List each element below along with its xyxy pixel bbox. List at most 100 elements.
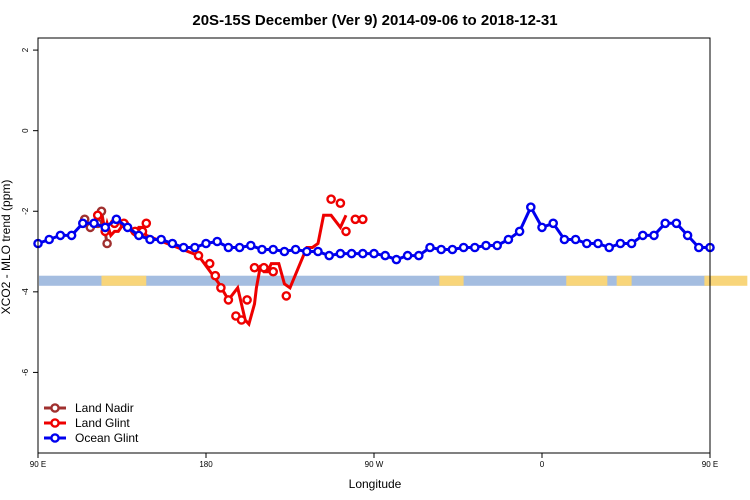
data-point-ocean-glint <box>671 218 682 229</box>
data-point-ocean-glint <box>503 234 514 245</box>
data-point-ocean-glint <box>324 250 335 261</box>
data-point-ocean-glint <box>66 230 77 241</box>
data-point-ocean-glint <box>481 240 491 251</box>
data-point-land-glint <box>268 266 279 277</box>
data-point-land-glint <box>204 258 215 269</box>
data-point-ocean-glint <box>682 230 693 241</box>
data-point-ocean-glint <box>492 240 503 251</box>
data-point-ocean-glint <box>436 244 447 255</box>
data-point-ocean-glint <box>133 230 144 241</box>
data-point-ocean-glint <box>559 234 570 245</box>
data-point-land-glint <box>326 194 336 204</box>
data-point-ocean-glint <box>425 242 435 253</box>
axes: 90 E 180 90 W 0 90 E 2 0 -2 -4 -6 <box>21 47 718 469</box>
data-point-land-glint <box>249 262 260 273</box>
data-point-ocean-glint <box>548 218 559 229</box>
legend-item-land-glint: Land Glint <box>44 416 130 430</box>
data-point-land-glint <box>210 270 221 281</box>
data-point-ocean-glint <box>660 218 671 229</box>
land-strip-segment <box>704 275 748 286</box>
y-tick-label: 0 <box>21 128 30 133</box>
data-point-land-glint <box>259 262 269 273</box>
y-tick-label: -4 <box>21 288 30 296</box>
y-tick-label: -6 <box>21 368 30 376</box>
data-point-ocean-glint <box>279 246 290 257</box>
legend-item-ocean-glint: Ocean Glint <box>44 431 139 445</box>
data-point-ocean-glint <box>447 244 458 255</box>
data-point-ocean-glint <box>537 222 547 233</box>
series-land-glint <box>92 194 368 328</box>
data-point-land-glint <box>341 226 351 237</box>
data-point-ocean-glint <box>55 230 66 241</box>
data-point-land-glint <box>92 210 103 221</box>
data-point-ocean-glint <box>290 244 301 255</box>
land-strip-segment <box>101 275 147 286</box>
land-strip-segment <box>566 275 608 286</box>
ocean-strip <box>39 275 709 286</box>
legend-swatch-marker <box>50 403 60 413</box>
data-point-ocean-glint <box>301 246 312 257</box>
x-tick-label: 180 <box>199 460 213 469</box>
x-tick-label: 90 W <box>365 460 384 469</box>
data-point-ocean-glint <box>89 218 99 229</box>
legend-label: Ocean Glint <box>75 431 139 445</box>
data-point-ocean-glint <box>391 254 402 265</box>
data-point-ocean-glint <box>357 248 368 259</box>
data-point-ocean-glint <box>234 242 245 253</box>
data-point-land-glint <box>357 214 368 225</box>
data-point-land-glint <box>223 295 234 305</box>
data-point-ocean-glint <box>413 250 424 261</box>
data-point-ocean-glint <box>458 242 469 253</box>
data-point-ocean-glint <box>189 242 200 253</box>
data-point-ocean-glint <box>615 238 626 249</box>
x-tick-label: 0 <box>540 460 545 469</box>
series-ocean-glint <box>33 202 715 265</box>
data-point-land-glint <box>350 214 361 225</box>
data-point-ocean-glint <box>402 250 413 261</box>
legend-label: Land Glint <box>75 416 130 430</box>
data-point-ocean-glint <box>44 234 55 245</box>
plot-area <box>33 194 748 328</box>
data-point-ocean-glint <box>167 238 178 249</box>
data-point-ocean-glint <box>514 226 525 237</box>
y-tick-label: 2 <box>21 47 30 52</box>
data-point-ocean-glint <box>78 218 88 229</box>
data-point-land-glint <box>335 198 346 208</box>
legend-swatch-marker <box>50 433 60 443</box>
data-point-ocean-glint <box>604 242 615 253</box>
legend-swatch-marker <box>50 418 60 428</box>
data-point-land-glint <box>236 315 247 325</box>
x-tick-label: 90 E <box>702 460 718 469</box>
data-point-ocean-glint <box>526 202 536 212</box>
data-point-ocean-glint <box>212 236 222 247</box>
data-point-ocean-glint <box>145 234 155 245</box>
data-point-ocean-glint <box>335 248 346 259</box>
data-point-ocean-glint <box>369 248 379 259</box>
legend-label: Land Nadir <box>75 401 134 415</box>
legend-item-land-nadir: Land Nadir <box>44 401 134 415</box>
data-point-ocean-glint <box>156 234 166 245</box>
chart-title: 20S-15S December (Ver 9) 2014-09-06 to 2… <box>192 12 557 29</box>
data-point-ocean-glint <box>649 230 659 241</box>
x-tick-label: 90 E <box>30 460 46 469</box>
data-point-ocean-glint <box>570 234 581 245</box>
data-point-ocean-glint <box>694 242 704 253</box>
data-point-ocean-glint <box>313 246 323 257</box>
data-point-land-glint <box>242 295 252 305</box>
data-point-ocean-glint <box>582 238 592 249</box>
data-point-ocean-glint <box>245 240 256 251</box>
data-point-ocean-glint <box>626 238 637 249</box>
data-point-ocean-glint <box>100 222 110 233</box>
data-point-ocean-glint <box>346 248 357 259</box>
y-tick-label: -2 <box>21 207 30 215</box>
y-axis-label: XCO2 - MLO trend (ppm) <box>0 180 13 315</box>
data-point-ocean-glint <box>257 244 267 255</box>
data-point-ocean-glint <box>223 242 234 253</box>
data-point-land-glint <box>281 291 292 301</box>
data-point-ocean-glint <box>638 230 648 241</box>
data-point-land-glint <box>216 282 226 293</box>
data-point-land-glint <box>141 218 152 229</box>
data-point-ocean-glint <box>593 238 603 249</box>
